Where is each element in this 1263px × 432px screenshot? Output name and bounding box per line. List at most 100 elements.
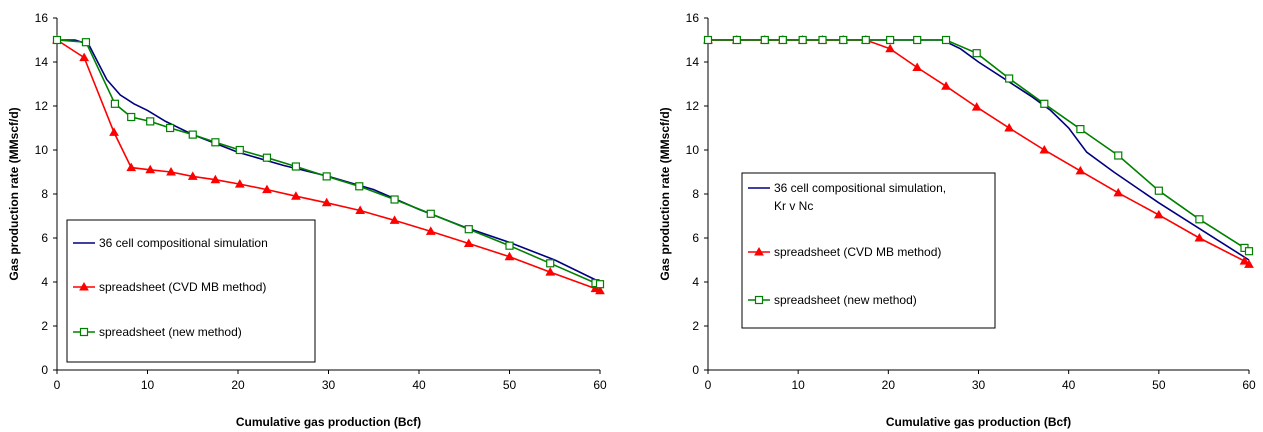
left-series-point xyxy=(355,182,364,191)
right-x-axis-title: Cumulative gas production (Bcf) xyxy=(886,415,1071,429)
left-y-tick-label: 4 xyxy=(41,275,48,289)
right-series-point xyxy=(912,62,923,71)
right-legend-label: spreadsheet (CVD MB method) xyxy=(774,245,941,259)
right-series-point xyxy=(1154,186,1163,195)
chart-left-svg: 0 2 4 6 8 10 12 14 16 0 10 20 30 40 50 60 Cumulative gas… xyxy=(7,11,607,429)
left-y-tick-label: 14 xyxy=(35,55,49,69)
right-series-point xyxy=(1075,165,1086,175)
right-legend-label: 36 cell compositional simulation, Kr v Nc xyxy=(774,181,946,213)
left-y-tick-label: 16 xyxy=(35,11,49,25)
left-x-tick-label: 0 xyxy=(54,378,61,392)
left-series-point xyxy=(146,117,155,126)
right-legend-label: spreadsheet (new method) xyxy=(774,293,917,307)
chart-right: 0 2 4 6 8 10 12 14 16 0 10 20 30 40 50 60 Cumulative gas… xyxy=(632,0,1263,432)
right-series-point xyxy=(839,35,848,45)
right-series-point xyxy=(886,35,895,45)
right-x-tick-label: 40 xyxy=(1062,378,1076,392)
left-x-axis-title: Cumulative gas production (Bcf) xyxy=(236,415,421,429)
left-series-point xyxy=(109,127,119,136)
left-series-point xyxy=(546,259,555,268)
left-x-tick-label: 40 xyxy=(412,378,426,392)
right-legend-box xyxy=(741,172,996,329)
right-x-tick-label: 20 xyxy=(882,378,896,392)
left-legend-marker xyxy=(79,327,89,337)
left-x-tick-label: 10 xyxy=(141,378,155,392)
left-x-tick-label: 50 xyxy=(503,378,517,392)
right-y-tick-label: 12 xyxy=(686,99,700,113)
left-series-point xyxy=(291,162,301,171)
left-legend: 36 cell compositional simulation spreadsh… xyxy=(66,219,316,363)
left-series-point xyxy=(110,99,120,108)
right-y-tick-label: 6 xyxy=(692,231,699,245)
right-series-point xyxy=(1114,151,1123,160)
left-series-point xyxy=(595,280,605,289)
left-series-point xyxy=(79,52,90,62)
left-series-point xyxy=(291,191,301,200)
right-series-point xyxy=(941,35,951,45)
left-series-point xyxy=(545,267,556,276)
right-series-point xyxy=(1194,232,1205,242)
right-series-point xyxy=(972,49,981,58)
right-series-point xyxy=(1004,122,1015,132)
left-series-point xyxy=(145,164,156,174)
chart-right-svg: 0 2 4 6 8 10 12 14 16 0 10 20 30 40 50 60 Cumulative gas… xyxy=(658,11,1256,429)
right-y-tick-label: 4 xyxy=(692,275,699,289)
right-legend-marker xyxy=(754,295,764,305)
right-series-point xyxy=(941,81,951,90)
left-series-point xyxy=(235,145,244,155)
right-legend-marker xyxy=(754,246,764,256)
left-series-point xyxy=(166,166,176,176)
left-legend-label: spreadsheet (new method) xyxy=(99,325,242,339)
left-series-point xyxy=(504,251,515,261)
left-legend-marker xyxy=(79,281,89,291)
left-legend-label: spreadsheet (CVD MB method) xyxy=(99,280,266,294)
left-y-tick-label: 6 xyxy=(41,231,48,245)
right-y-tick-label: 16 xyxy=(686,11,700,25)
left-series-point xyxy=(425,226,436,235)
left-y-tick-label: 8 xyxy=(41,187,48,201)
right-x-tick-label: 60 xyxy=(1242,378,1256,392)
right-series-point xyxy=(885,43,895,53)
right-series-point xyxy=(1195,215,1204,224)
right-series-point xyxy=(760,35,769,45)
right-series-point xyxy=(913,35,922,45)
left-series-point xyxy=(81,38,91,47)
left-series-point xyxy=(126,162,137,172)
right-series-point xyxy=(798,35,807,45)
left-series-point xyxy=(211,138,220,147)
left-series-point xyxy=(188,130,197,139)
left-x-tick-label: 20 xyxy=(231,378,245,392)
right-y-tick-label: 8 xyxy=(692,187,699,201)
right-series-point xyxy=(861,35,870,45)
left-series-line xyxy=(56,39,601,292)
left-x-tick-label: 30 xyxy=(322,378,336,392)
right-x-tick-label: 0 xyxy=(705,378,712,392)
left-series-point xyxy=(210,174,221,184)
right-y-axis-title: Gas production rate (MMscf/d) xyxy=(658,107,672,280)
right-y-tick-label: 10 xyxy=(686,143,700,157)
right-series-point xyxy=(1244,247,1254,256)
left-y-axis-title: Gas production rate (MMscf/d) xyxy=(7,107,21,280)
left-series-point xyxy=(166,123,175,133)
right-y-tick-label: 0 xyxy=(692,363,699,377)
left-legend-label: 36 cell compositional simulation xyxy=(99,236,268,250)
left-series-2 xyxy=(52,35,605,289)
right-series-point xyxy=(818,35,827,45)
chart-left: 0 2 4 6 8 10 12 14 16 0 10 20 30 40 50 60 Cumulative gas… xyxy=(0,0,631,432)
left-series-point xyxy=(187,171,198,180)
right-series-point xyxy=(778,35,787,45)
right-x-tick-label: 10 xyxy=(791,378,805,392)
left-series-point xyxy=(127,112,136,122)
right-series-point xyxy=(1113,187,1124,197)
left-legend-box xyxy=(66,219,316,363)
left-series-point xyxy=(234,179,245,188)
left-series-point xyxy=(389,215,400,224)
left-series-point xyxy=(426,209,435,218)
right-x-tick-label: 30 xyxy=(972,378,986,392)
left-x-tick-label: 60 xyxy=(593,378,607,392)
left-series-point xyxy=(52,35,62,45)
right-series-point xyxy=(1076,124,1085,134)
left-series-point xyxy=(595,285,605,295)
right-y-tick-label: 2 xyxy=(692,319,699,333)
left-series-point xyxy=(464,225,473,234)
